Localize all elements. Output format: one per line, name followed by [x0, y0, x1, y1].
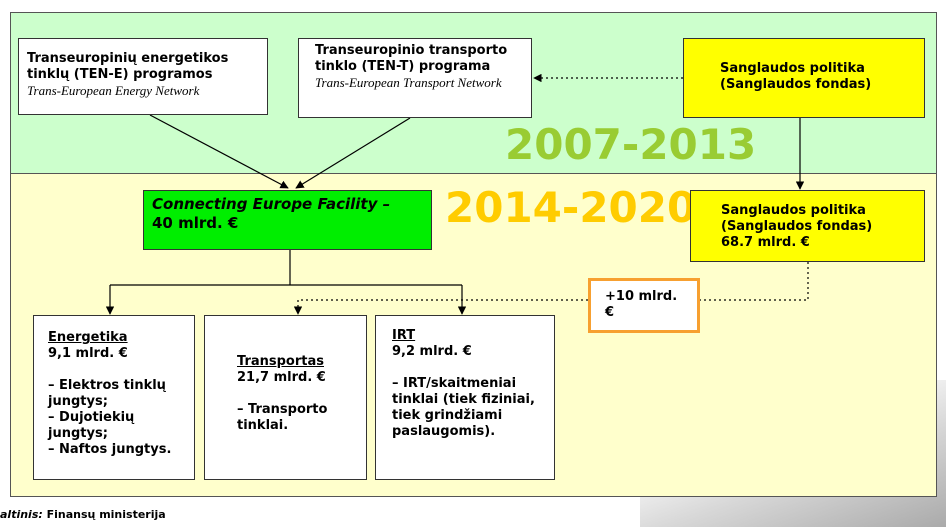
node-amount: 68.7 mlrd. €: [721, 235, 810, 250]
node: Transeuropinių energetikos tinklų (TEN-E…: [18, 38, 268, 115]
footer-label: altinis:: [0, 508, 43, 521]
node-subtitle: Trans-European Transport Network: [315, 75, 502, 90]
node-title: Sanglaudos politika (Sanglaudos fondas): [720, 61, 872, 92]
node: Connecting Europe Facility – 40 mlrd. €: [143, 190, 432, 250]
node-item: – Dujotiekių jungtys;: [48, 410, 135, 441]
node-amount: 40 mlrd. €: [152, 214, 239, 232]
node-title: Sanglaudos politika (Sanglaudos fondas): [721, 203, 873, 234]
node-amount: 9,2 mlrd. €: [392, 344, 472, 359]
node-title: Transportas: [237, 354, 324, 369]
node-item: – Naftos jungtys.: [48, 442, 172, 457]
node-item: – Transporto tinklai.: [237, 402, 328, 433]
node: Sanglaudos politika (Sanglaudos fondas) …: [690, 190, 925, 262]
arrow: [295, 117, 411, 189]
node-title: Energetika: [48, 330, 128, 345]
node: Transeuropinio transporto tinklo (TEN-T)…: [298, 38, 532, 118]
node-title: IRT: [392, 328, 416, 343]
dotted-line: [700, 262, 809, 301]
node: Sanglaudos politika (Sanglaudos fondas): [683, 38, 925, 118]
period-label: 2007-2013: [505, 120, 757, 169]
footer-source: Finansų ministerija: [46, 508, 166, 521]
period-label: 2014-2020: [445, 183, 697, 232]
node: IRT 9,2 mlrd. € – IRT/skaitmeniai tinkla…: [375, 315, 555, 480]
node-item: – Elektros tinklų jungtys;: [48, 378, 166, 409]
node-title: +10 mlrd. €: [605, 289, 678, 320]
footer: altinis: Finansų ministerija: [0, 508, 166, 521]
node-title: Transeuropinio transporto tinklo (TEN-T)…: [315, 43, 508, 74]
node: +10 mlrd. €: [588, 278, 700, 333]
node: Transportas 21,7 mlrd. € – Transporto ti…: [204, 315, 367, 480]
node-title: Transeuropinių energetikos tinklų (TEN-E…: [27, 51, 229, 82]
node-title: Connecting Europe Facility –: [152, 195, 391, 213]
node: Energetika 9,1 mlrd. € – Elektros tinklų…: [33, 315, 195, 480]
arrow: [149, 114, 289, 189]
node-amount: 9,1 mlrd. €: [48, 346, 128, 361]
node-subtitle: Trans-European Energy Network: [27, 83, 200, 98]
node-amount: 21,7 mlrd. €: [237, 370, 326, 385]
node-item: – IRT/skaitmeniai tinklai (tiek fiziniai…: [392, 376, 535, 439]
